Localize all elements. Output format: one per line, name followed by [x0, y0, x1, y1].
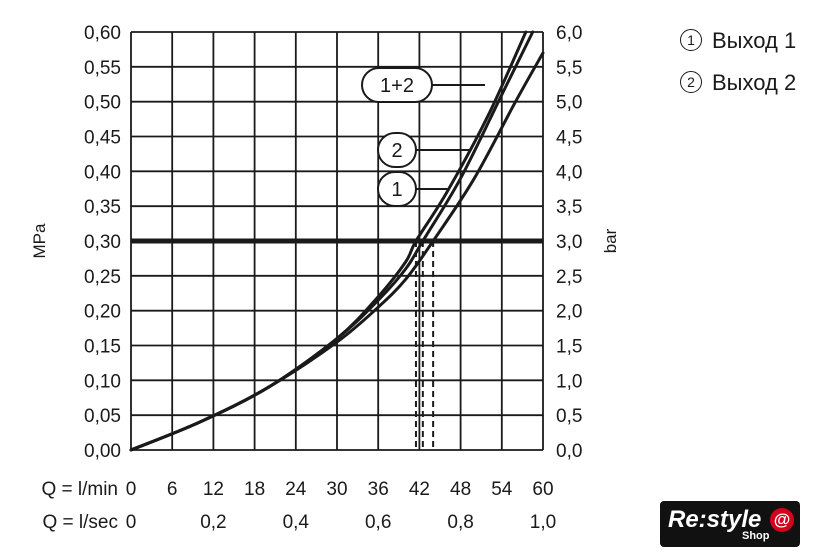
- left-tick-label: 0,55: [84, 58, 121, 79]
- series-line-1: [129, 51, 545, 452]
- logo-sub: Shop: [742, 530, 770, 542]
- legend-number-1: 1: [680, 29, 702, 52]
- series-label-badge: [377, 132, 417, 168]
- x-tick-lmin: 0: [126, 479, 137, 500]
- shop-logo: Re:style Shop @: [660, 501, 800, 547]
- right-tick-label: 0,0: [556, 441, 582, 462]
- left-tick-label: 0,15: [84, 337, 121, 358]
- series-label-badge: [377, 171, 417, 207]
- logo-mark: @: [770, 508, 794, 532]
- right-tick-label: 4,0: [556, 162, 582, 183]
- right-tick-label: 1,5: [556, 337, 582, 358]
- right-tick-label: 6,0: [556, 23, 582, 44]
- left-tick-label: 0,50: [84, 93, 121, 114]
- right-tick-label: 5,5: [556, 58, 582, 79]
- x-tick-lmin: 54: [491, 479, 513, 500]
- series-labels: 1+2 2 1: [361, 67, 485, 207]
- x-tick-lsec: 0,6: [365, 512, 391, 533]
- x-tick-lsec: 0,2: [200, 512, 226, 533]
- x-tick-lsec: 0,4: [283, 512, 310, 533]
- chart-lines: [129, 30, 545, 452]
- chart-ticks: 0,000,050,100,150,200,250,300,350,400,45…: [41, 23, 582, 533]
- right-tick-label: 2,0: [556, 302, 582, 323]
- right-tick-label: 3,0: [556, 232, 582, 253]
- series-label: 1+2: [380, 75, 414, 97]
- logo-main: Re:style: [668, 506, 762, 533]
- right-tick-label: 0,5: [556, 406, 582, 427]
- series-label: 2: [391, 140, 402, 162]
- left-tick-label: 0,05: [84, 406, 121, 427]
- left-axis-title: MPa: [30, 223, 49, 259]
- x-tick-lmin: 24: [285, 479, 307, 500]
- left-tick-label: 0,35: [84, 197, 121, 218]
- right-tick-label: 5,0: [556, 93, 582, 114]
- x-row2-title: Q = l/sec: [43, 512, 119, 533]
- x-tick-lmin: 6: [167, 479, 178, 500]
- legend-item-2: 2 Выход 2: [680, 70, 796, 96]
- x-tick-lmin: 18: [244, 479, 265, 500]
- x-tick-lmin: 12: [203, 479, 224, 500]
- left-tick-label: 0,00: [84, 441, 121, 462]
- x-tick-lsec: 1,0: [530, 512, 556, 533]
- right-tick-label: 2,5: [556, 267, 582, 288]
- x-tick-lmin: 30: [326, 479, 347, 500]
- x-row1-title: Q = l/min: [41, 479, 118, 500]
- left-tick-label: 0,60: [84, 23, 121, 44]
- left-tick-label: 0,45: [84, 128, 121, 149]
- x-tick-lmin: 42: [409, 479, 430, 500]
- legend-label-2: Выход 2: [712, 70, 797, 95]
- left-tick-label: 0,10: [84, 371, 121, 392]
- x-tick-lsec: 0: [126, 512, 137, 533]
- left-tick-label: 0,20: [84, 302, 121, 323]
- right-tick-label: 1,0: [556, 371, 582, 392]
- legend-item-1: 1 Выход 1: [680, 28, 796, 54]
- x-tick-lmin: 36: [368, 479, 389, 500]
- x-tick-lmin: 48: [450, 479, 471, 500]
- left-tick-label: 0,30: [84, 232, 121, 253]
- series-label-badge: [361, 67, 433, 103]
- right-axis-title: bar: [601, 228, 620, 253]
- left-tick-label: 0,25: [84, 267, 121, 288]
- x-tick-lmin: 60: [532, 479, 553, 500]
- legend-label-1: Выход 1: [712, 28, 797, 53]
- legend-number-2: 2: [680, 71, 702, 94]
- right-tick-label: 4,5: [556, 128, 582, 149]
- left-tick-label: 0,40: [84, 162, 121, 183]
- series-label: 1: [391, 179, 402, 201]
- x-tick-lsec: 0,8: [447, 512, 473, 533]
- right-tick-label: 3,5: [556, 197, 582, 218]
